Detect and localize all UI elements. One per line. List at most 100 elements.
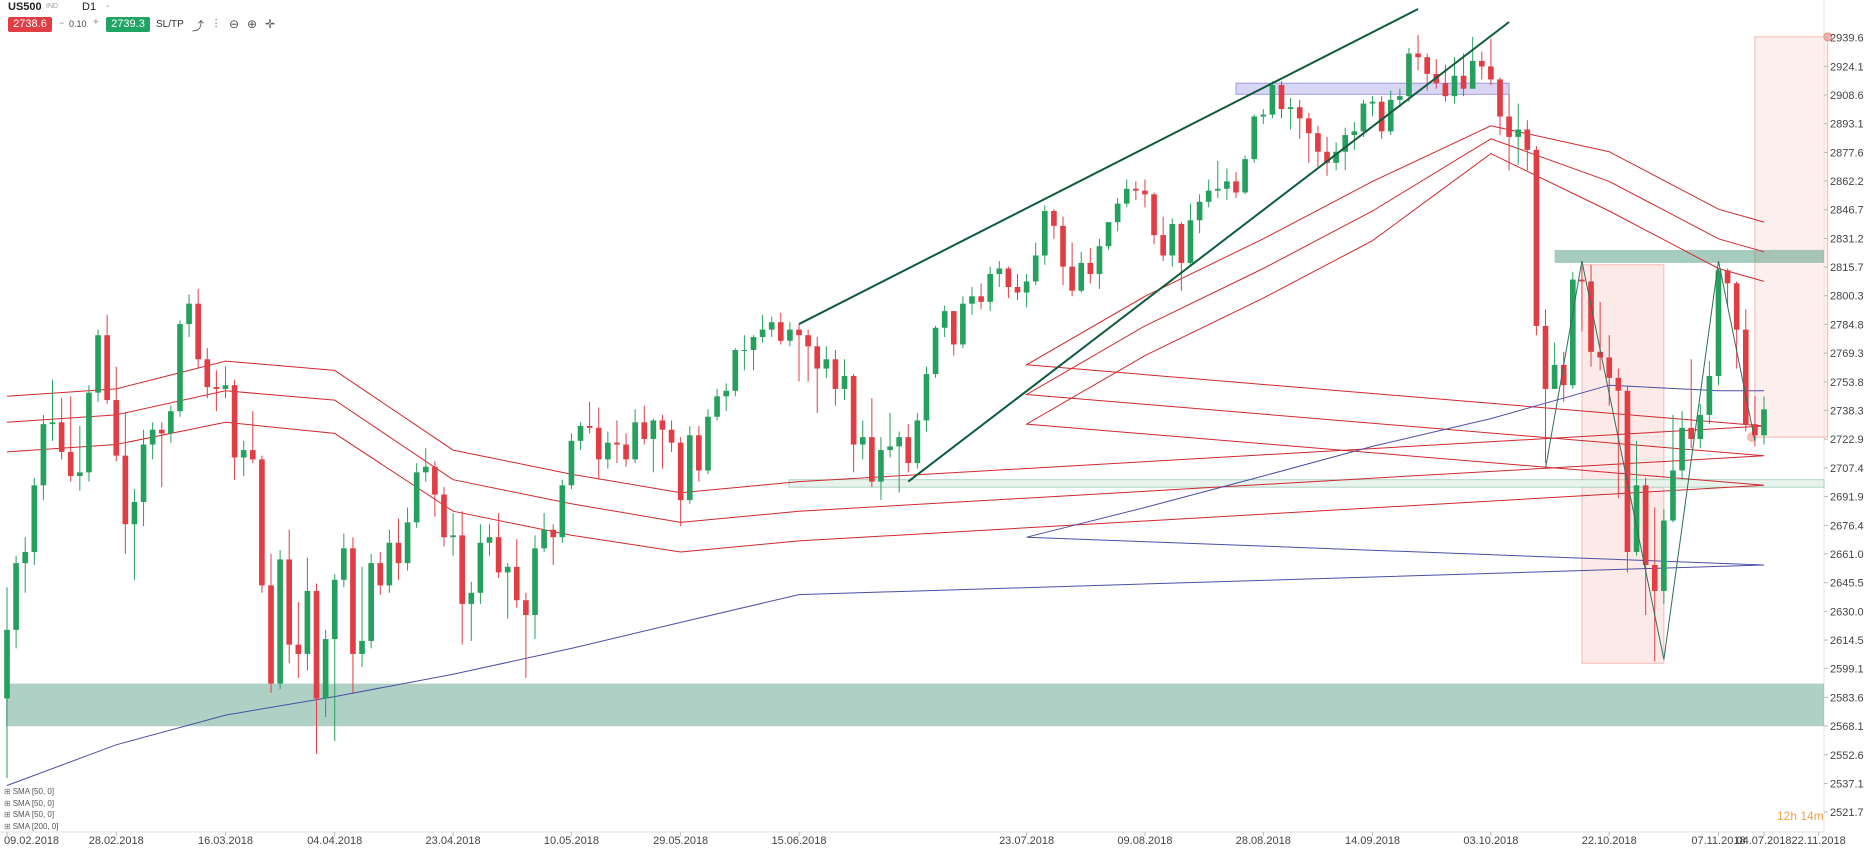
candle[interactable]	[686, 426, 693, 504]
candle[interactable]	[1142, 179, 1148, 208]
candle[interactable]	[641, 405, 648, 445]
candle[interactable]	[1269, 81, 1276, 119]
candle[interactable]	[905, 424, 912, 473]
candle[interactable]	[177, 320, 183, 417]
candle[interactable]	[113, 366, 120, 462]
candle[interactable]	[1087, 248, 1094, 284]
candle[interactable]	[77, 426, 83, 491]
legend-item[interactable]: ⊞ SMA [50, 0]	[4, 798, 59, 810]
candle[interactable]	[249, 411, 256, 464]
candle[interactable]	[1151, 192, 1157, 245]
candle[interactable]	[513, 539, 520, 608]
sl-tp-button[interactable]: SL/TP	[156, 19, 184, 30]
candle[interactable]	[1196, 194, 1203, 234]
candle[interactable]	[213, 370, 220, 412]
candle[interactable]	[650, 418, 657, 473]
pattern-zigzag-line[interactable]	[1545, 260, 1756, 660]
candle[interactable]	[1032, 242, 1039, 286]
candle[interactable]	[195, 288, 201, 369]
candle[interactable]	[1051, 209, 1057, 239]
candle[interactable]	[1397, 88, 1403, 108]
candle[interactable]	[668, 420, 675, 452]
candle[interactable]	[222, 366, 229, 399]
candle[interactable]	[1679, 411, 1685, 480]
buy-price-button[interactable]: 2739.3	[106, 17, 150, 32]
candle[interactable]	[1661, 509, 1667, 604]
candle[interactable]	[814, 337, 821, 414]
candle[interactable]	[887, 413, 893, 458]
candle[interactable]	[304, 557, 311, 671]
candle[interactable]	[1406, 47, 1412, 102]
candle[interactable]	[104, 314, 110, 404]
line-chart-icon[interactable]: ⤴	[191, 19, 204, 33]
volume-increase-button[interactable]: +	[93, 17, 99, 28]
candle[interactable]	[1533, 146, 1540, 336]
candle[interactable]	[1069, 242, 1075, 297]
eye-icon[interactable]: ⊞	[4, 810, 11, 819]
candle[interactable]	[796, 324, 802, 382]
candle[interactable]	[787, 322, 793, 347]
candle[interactable]	[595, 407, 602, 480]
candle[interactable]	[277, 550, 283, 690]
candle[interactable]	[204, 348, 211, 399]
candle[interactable]	[1324, 136, 1330, 176]
target-rectangle[interactable]	[1754, 36, 1829, 438]
legend-item[interactable]: ⊞ SMA [50, 0]	[4, 786, 59, 798]
candle[interactable]	[532, 535, 538, 640]
candle[interactable]	[1542, 309, 1549, 464]
candle[interactable]	[131, 489, 138, 580]
eye-icon[interactable]: ⊞	[4, 798, 11, 808]
candle[interactable]	[805, 329, 811, 382]
candle[interactable]	[268, 553, 274, 693]
candle[interactable]	[1497, 77, 1503, 136]
candle[interactable]	[1114, 198, 1121, 232]
candle[interactable]	[1670, 414, 1676, 523]
candle[interactable]	[1123, 179, 1130, 208]
candle[interactable]	[632, 409, 638, 464]
candle[interactable]	[322, 629, 329, 717]
candle[interactable]	[504, 563, 511, 619]
candle[interactable]	[1133, 181, 1139, 200]
candle[interactable]	[1287, 97, 1294, 130]
candle[interactable]	[1242, 155, 1248, 195]
candle[interactable]	[158, 422, 165, 488]
candle[interactable]	[1060, 216, 1066, 286]
candle[interactable]	[614, 420, 620, 464]
candle[interactable]	[459, 511, 466, 645]
candle[interactable]	[1761, 396, 1767, 445]
candle[interactable]	[759, 314, 766, 343]
candle[interactable]	[1178, 222, 1185, 291]
candle[interactable]	[386, 529, 393, 593]
candle[interactable]	[1333, 142, 1339, 171]
candle[interactable]	[850, 374, 857, 473]
candle[interactable]	[1478, 51, 1485, 80]
legend-item[interactable]: ⊞ SMA [200, 0]	[4, 821, 59, 833]
candle[interactable]	[377, 552, 384, 595]
candle[interactable]	[486, 524, 493, 556]
candle[interactable]	[659, 414, 666, 469]
candle[interactable]	[568, 433, 575, 490]
resistance-zone[interactable]	[1554, 249, 1824, 263]
candle[interactable]	[186, 294, 192, 338]
candle[interactable]	[1460, 53, 1467, 97]
candle[interactable]	[1624, 385, 1631, 573]
candle[interactable]	[523, 592, 529, 679]
candle[interactable]	[1105, 222, 1112, 250]
candle[interactable]	[350, 537, 356, 693]
candle[interactable]	[941, 305, 948, 338]
candle[interactable]	[341, 533, 347, 588]
candle[interactable]	[1342, 127, 1349, 171]
candle[interactable]	[140, 429, 147, 527]
candle[interactable]	[714, 388, 720, 421]
candle[interactable]	[1706, 361, 1713, 425]
candle[interactable]	[1469, 36, 1476, 89]
candle[interactable]	[1524, 120, 1531, 171]
candle[interactable]	[869, 398, 875, 488]
candle[interactable]	[1615, 368, 1622, 499]
candle[interactable]	[1078, 251, 1085, 293]
candle[interactable]	[732, 348, 739, 397]
candle[interactable]	[441, 487, 447, 547]
zoom-out-icon[interactable]: ⊖	[228, 17, 240, 31]
candle[interactable]	[559, 479, 566, 543]
candle[interactable]	[1697, 403, 1704, 449]
